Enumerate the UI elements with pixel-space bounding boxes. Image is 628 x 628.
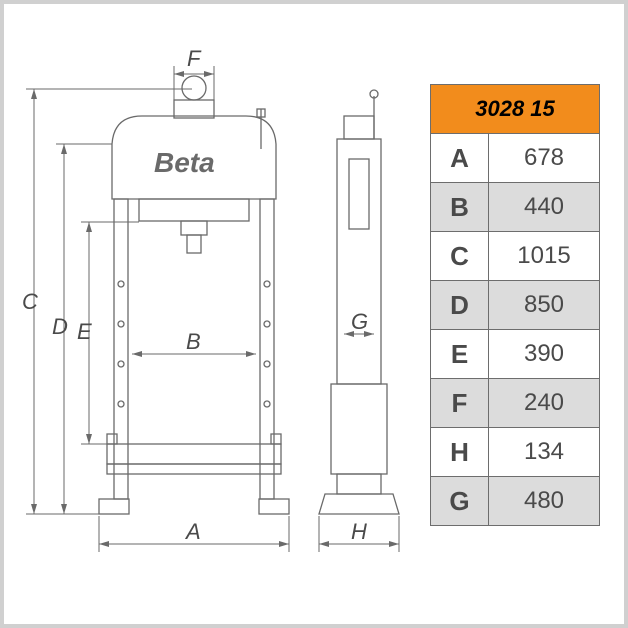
table-row: D850	[431, 281, 600, 330]
table-row: B440	[431, 183, 600, 232]
table-row: E390	[431, 330, 600, 379]
brand-logo: Beta	[154, 147, 215, 178]
dim-D-label: D	[52, 314, 68, 339]
table-row: G480	[431, 477, 600, 526]
spec-title: 3028 15	[431, 85, 600, 134]
dim-C-label: C	[22, 289, 38, 314]
dim-E-label: E	[77, 319, 92, 344]
dim-H-label: G	[351, 309, 368, 334]
dimension-drawing: Beta A B F C D E H G	[4, 4, 424, 624]
dim-F-label: F	[187, 46, 202, 71]
table-row: A678	[431, 134, 600, 183]
frame: Beta A B F C D E H G 3028 15 A678 B440 C…	[0, 0, 628, 628]
spec-table: 3028 15 A678 B440 C1015 D850 E390 F240 H…	[430, 84, 600, 526]
dim-B-label: B	[186, 329, 201, 354]
dim-A-label: A	[184, 519, 201, 544]
table-row: H134	[431, 428, 600, 477]
table-row: C1015	[431, 232, 600, 281]
dim-G-label: H	[351, 519, 367, 544]
table-row: F240	[431, 379, 600, 428]
